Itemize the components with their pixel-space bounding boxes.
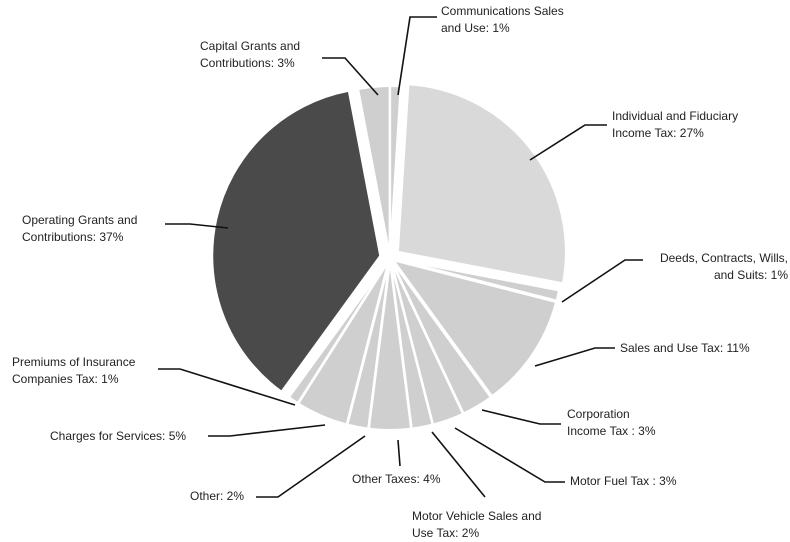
leader-line: [208, 424, 326, 437]
leader-line: [322, 57, 379, 96]
slice-label: Charges for Services: 5%: [50, 429, 186, 443]
leader-line: [256, 435, 366, 498]
pie-slice: [356, 85, 391, 255]
leader-line: [561, 259, 643, 303]
slice-label-line: Motor Vehicle Sales and: [412, 509, 541, 523]
slice-label: Operating Grants and Contributions: 37%: [22, 213, 137, 244]
slice-label-line: Individual and Fiduciary: [612, 109, 738, 123]
slice-label: Other: 2%: [190, 489, 244, 503]
slice-label-line: Deeds, Contracts, Wills,: [660, 251, 788, 265]
slice-label: Sales and Use Tax: 11%: [620, 341, 750, 355]
slice-label-line: Capital Grants and: [200, 39, 300, 53]
slice-label: Communications Sales and Use: 1%: [441, 4, 564, 35]
slice-label-line: Use Tax: 2%: [412, 526, 479, 540]
slice-label-line: Corporation: [567, 407, 630, 421]
slice-label-line: Contributions: 3%: [200, 56, 295, 70]
leader-line: [397, 16, 437, 96]
leader-line: [158, 368, 296, 406]
slice-label-line: Operating Grants and: [22, 213, 137, 227]
slice-label-line: Charges for Services: 5%: [50, 429, 186, 443]
pie-slice: [390, 258, 558, 398]
leader-line: [529, 124, 607, 161]
slice-label-line: Other: 2%: [190, 489, 244, 503]
leader-line: [165, 223, 229, 229]
leader-line: [397, 439, 401, 467]
pie-slice: [211, 89, 382, 394]
slice-label-line: Communications Sales: [441, 4, 564, 18]
slice-label-line: Motor Fuel Tax : 3%: [570, 474, 677, 488]
slice-label: Motor Fuel Tax : 3%: [570, 474, 677, 488]
slice-label-line: and Use: 1%: [441, 21, 510, 35]
slice-label-line: Premiums of Insurance: [12, 355, 136, 369]
slice-label-line: Income Tax : 3%: [567, 424, 656, 438]
slice-label-line: Sales and Use Tax: 11%: [620, 341, 750, 355]
slice-label: Premiums of Insurance Companies Tax: 1%: [12, 355, 136, 386]
pie-slice: [287, 260, 389, 405]
slice-label: Deeds, Contracts, Wills, and Suits: 1%: [660, 251, 788, 282]
slice-label: Individual and Fiduciary Income Tax: 27%: [612, 109, 738, 140]
slice-label: Capital Grants and Contributions: 3%: [200, 39, 300, 70]
leader-line: [454, 427, 565, 483]
slice-label: Motor Vehicle Sales and Use Tax: 2%: [412, 509, 541, 540]
slice-label: Other Taxes: 4%: [352, 472, 441, 486]
slice-label: Corporation Income Tax : 3%: [567, 407, 656, 438]
slice-label-line: Contributions: 37%: [22, 230, 124, 244]
slice-label-line: Other Taxes: 4%: [352, 472, 441, 486]
slice-label-line: and Suits: 1%: [714, 268, 788, 282]
slice-label-line: Companies Tax: 1%: [12, 372, 119, 386]
pie-slice: [396, 83, 567, 285]
leader-line: [481, 409, 561, 425]
slice-label-line: Income Tax: 27%: [612, 126, 704, 140]
pie-slice: [393, 257, 561, 302]
leader-line: [534, 347, 615, 367]
leader-line: [431, 431, 486, 498]
